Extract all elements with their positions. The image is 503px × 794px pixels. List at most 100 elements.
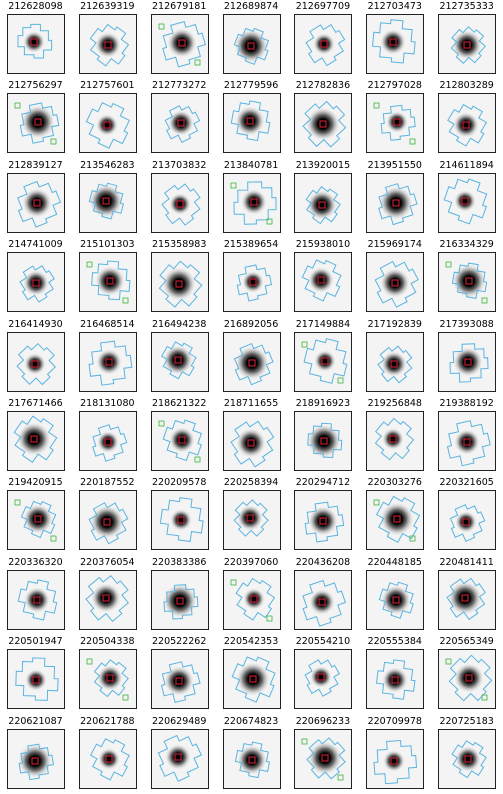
panel: 213703832 <box>144 159 215 238</box>
panel-label: 213703832 <box>152 159 207 171</box>
star-image <box>294 649 353 710</box>
target-marker <box>393 118 401 126</box>
star-image <box>78 14 137 74</box>
target-marker <box>176 200 184 208</box>
panel-label: 212689874 <box>223 1 279 12</box>
target-marker <box>249 675 257 683</box>
panel-label: 216494238 <box>152 318 207 330</box>
star-image <box>78 252 137 313</box>
aperture <box>158 260 203 308</box>
aperture <box>375 417 415 461</box>
panel-label: 220258394 <box>223 477 279 489</box>
star <box>448 580 483 615</box>
star-image <box>222 331 281 392</box>
star-image <box>294 331 353 392</box>
panel: 215389654 <box>216 238 287 317</box>
star-image <box>366 569 425 630</box>
panel: 220321605 <box>431 476 502 555</box>
panel: 220436208 <box>287 556 358 635</box>
panel-label: 220565349 <box>439 636 494 648</box>
panel: 220383386 <box>144 556 215 635</box>
panel-label: 212779596 <box>223 80 279 92</box>
target-marker <box>464 358 472 366</box>
panel: 215969174 <box>359 238 430 317</box>
target-marker <box>462 121 470 129</box>
aperture <box>305 24 346 67</box>
star-image <box>150 172 209 233</box>
aperture <box>17 23 53 59</box>
star <box>241 271 264 294</box>
star <box>379 185 414 220</box>
neighbor-marker <box>122 694 129 701</box>
neighbor-marker <box>50 138 57 145</box>
aperture <box>447 104 488 148</box>
panel-label: 216414930 <box>8 318 63 330</box>
panel-label: 212797028 <box>367 80 422 92</box>
star-image <box>150 14 209 74</box>
target-marker <box>389 435 397 443</box>
target-marker <box>105 358 113 366</box>
panel-label: 212756297 <box>8 80 63 92</box>
panel-label: 220436208 <box>295 556 351 568</box>
star <box>24 586 50 613</box>
panel: 219256848 <box>359 397 430 476</box>
panel-label: 219420915 <box>8 477 63 489</box>
target-marker <box>319 120 327 128</box>
star <box>386 111 409 134</box>
neighbor-marker <box>302 341 308 347</box>
star <box>454 189 477 212</box>
panel-label: 220187552 <box>80 477 135 489</box>
star <box>455 511 478 534</box>
panel: 220709978 <box>359 715 430 794</box>
panel-label: 220629489 <box>152 715 207 727</box>
target-marker <box>106 277 114 285</box>
star <box>313 33 336 55</box>
panel-label: 213920015 <box>295 159 351 171</box>
star-image <box>294 252 353 313</box>
neighbor-marker <box>86 658 93 665</box>
star <box>242 587 265 610</box>
target-marker <box>321 754 329 762</box>
panel: 220621087 <box>0 715 71 794</box>
panel: 214611894 <box>431 159 502 238</box>
star-image <box>78 569 137 630</box>
star <box>22 187 52 218</box>
panel-label: 212782836 <box>295 80 351 92</box>
neighbor-marker <box>50 535 57 542</box>
target-marker <box>105 755 113 763</box>
star <box>306 107 341 142</box>
aperture <box>378 581 415 619</box>
aperture <box>233 499 269 538</box>
panel: 214741009 <box>0 238 71 317</box>
panel: 212703473 <box>359 0 430 79</box>
aperture <box>234 741 270 778</box>
panel: 212639319 <box>72 0 143 79</box>
aperture <box>17 579 58 621</box>
aperture <box>451 262 488 300</box>
aperture <box>233 342 274 385</box>
star-image <box>78 411 137 471</box>
panel: 216468514 <box>72 318 143 397</box>
panel: 212756297 <box>0 79 71 158</box>
panel-label: 215101303 <box>80 239 135 251</box>
panel: 215938010 <box>287 238 358 317</box>
aperture <box>378 182 418 226</box>
neighbor-marker <box>373 499 380 506</box>
neighbor-marker <box>230 182 236 189</box>
panel-label: 216334329 <box>439 239 494 251</box>
panel-label: 218711655 <box>223 398 279 409</box>
star-image <box>7 252 65 313</box>
star <box>454 663 485 694</box>
star <box>23 270 49 297</box>
star-image <box>366 649 425 710</box>
target-marker <box>461 197 469 205</box>
star-image <box>438 331 497 392</box>
target-marker <box>318 598 326 606</box>
neighbor-marker <box>266 218 272 225</box>
target-marker <box>462 518 470 526</box>
target-marker <box>464 755 472 763</box>
panel: 217192839 <box>359 318 430 397</box>
panel-label: 220294712 <box>295 477 351 489</box>
target-marker <box>31 360 39 368</box>
panel-label: 220376054 <box>80 556 135 568</box>
